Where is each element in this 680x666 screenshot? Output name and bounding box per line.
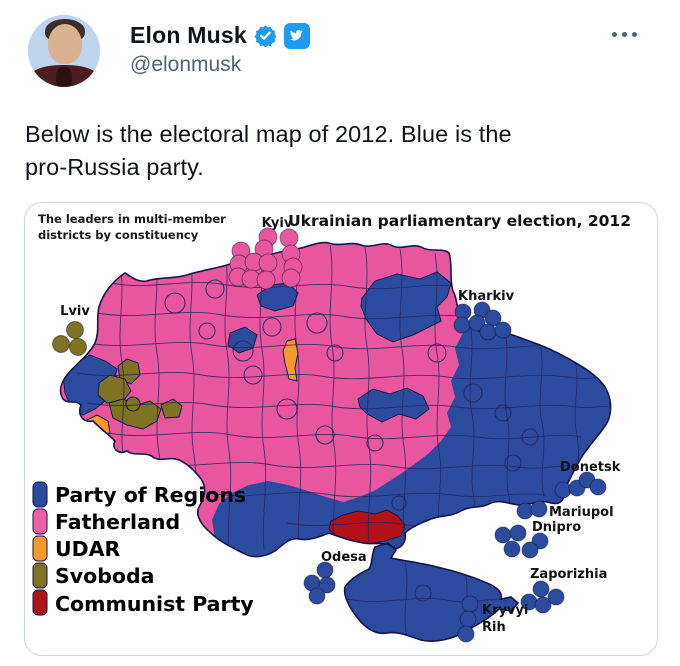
twitter-logo-icon <box>283 22 310 49</box>
kryvyi-rih-cluster: Kryvyi Rih <box>457 595 528 643</box>
city-label-odesa: Odesa <box>321 550 367 565</box>
verified-badge-icon <box>254 25 277 47</box>
tweet-text: Below is the electoral map of 2012. Blue… <box>25 118 657 184</box>
zaporizhia-cluster: Zaporizhia <box>520 567 607 614</box>
legend-label-communist: Communist Party <box>55 592 254 616</box>
legend-swatch-communist <box>32 589 48 616</box>
tweet-text-line-1: Below is the electoral map of 2012. Blue… <box>25 121 512 147</box>
city-label-rih: Rih <box>482 620 506 635</box>
city-label-zaporizhia: Zaporizhia <box>530 567 607 582</box>
map-legend: Party of Regions Fatherland UDAR Svoboda… <box>32 481 254 616</box>
tweet-text-line-2: pro-Russia party. <box>25 154 204 180</box>
mariupol-cluster: Mariupol <box>516 500 614 520</box>
dnipro-cluster: Dnipro <box>494 520 581 559</box>
legend-label-udar: UDAR <box>55 537 121 561</box>
legend-label-fatherland: Fatherland <box>55 510 180 534</box>
avatar-face <box>48 24 82 64</box>
blue-enclaves <box>62 271 452 423</box>
legend-swatch-udar <box>32 535 48 562</box>
election-map: The leaders in multi-member districts by… <box>32 212 631 643</box>
city-label-lviv: Lviv <box>60 304 90 319</box>
mainland-outline <box>59 241 612 558</box>
odesa-cluster: Odesa <box>303 550 367 605</box>
avatar[interactable] <box>28 15 100 87</box>
tweet-header: Elon Musk <box>130 22 310 49</box>
more-button[interactable] <box>612 32 637 37</box>
city-label-kryvyi: Kryvyi <box>482 603 528 618</box>
display-name[interactable]: Elon Musk <box>130 22 247 48</box>
kyiv-cluster: Kyiv <box>228 216 303 290</box>
kharkiv-cluster: Kharkiv <box>453 289 515 341</box>
map-note-line-2: districts by constituency <box>38 228 199 242</box>
donetsk-cluster: Donetsk <box>554 460 621 499</box>
map-title: Ukrainian parliamentary election, 2012 <box>288 212 631 230</box>
legend-label-party-of-regions: Party of Regions <box>55 483 246 507</box>
city-label-kharkiv: Kharkiv <box>458 289 515 304</box>
city-label-kyiv: Kyiv <box>262 216 293 231</box>
handle[interactable]: @elonmusk <box>130 53 242 76</box>
legend-swatch-party-of-regions <box>32 481 48 508</box>
city-label-mariupol: Mariupol <box>549 505 614 520</box>
map-note-line-1: The leaders in multi-member <box>38 212 226 226</box>
tweet-image-card[interactable]: The leaders in multi-member districts by… <box>24 202 658 656</box>
lviv-cluster: Lviv <box>52 304 90 356</box>
legend-swatch-fatherland <box>32 508 48 535</box>
city-label-dnipro: Dnipro <box>532 520 581 535</box>
city-label-donetsk: Donetsk <box>560 460 621 475</box>
avatar-jacket <box>30 65 98 87</box>
legend-label-svoboda: Svoboda <box>55 564 154 588</box>
crimea-outline <box>343 542 520 642</box>
legend-swatch-svoboda <box>32 562 48 589</box>
city-district-rings <box>164 279 539 602</box>
